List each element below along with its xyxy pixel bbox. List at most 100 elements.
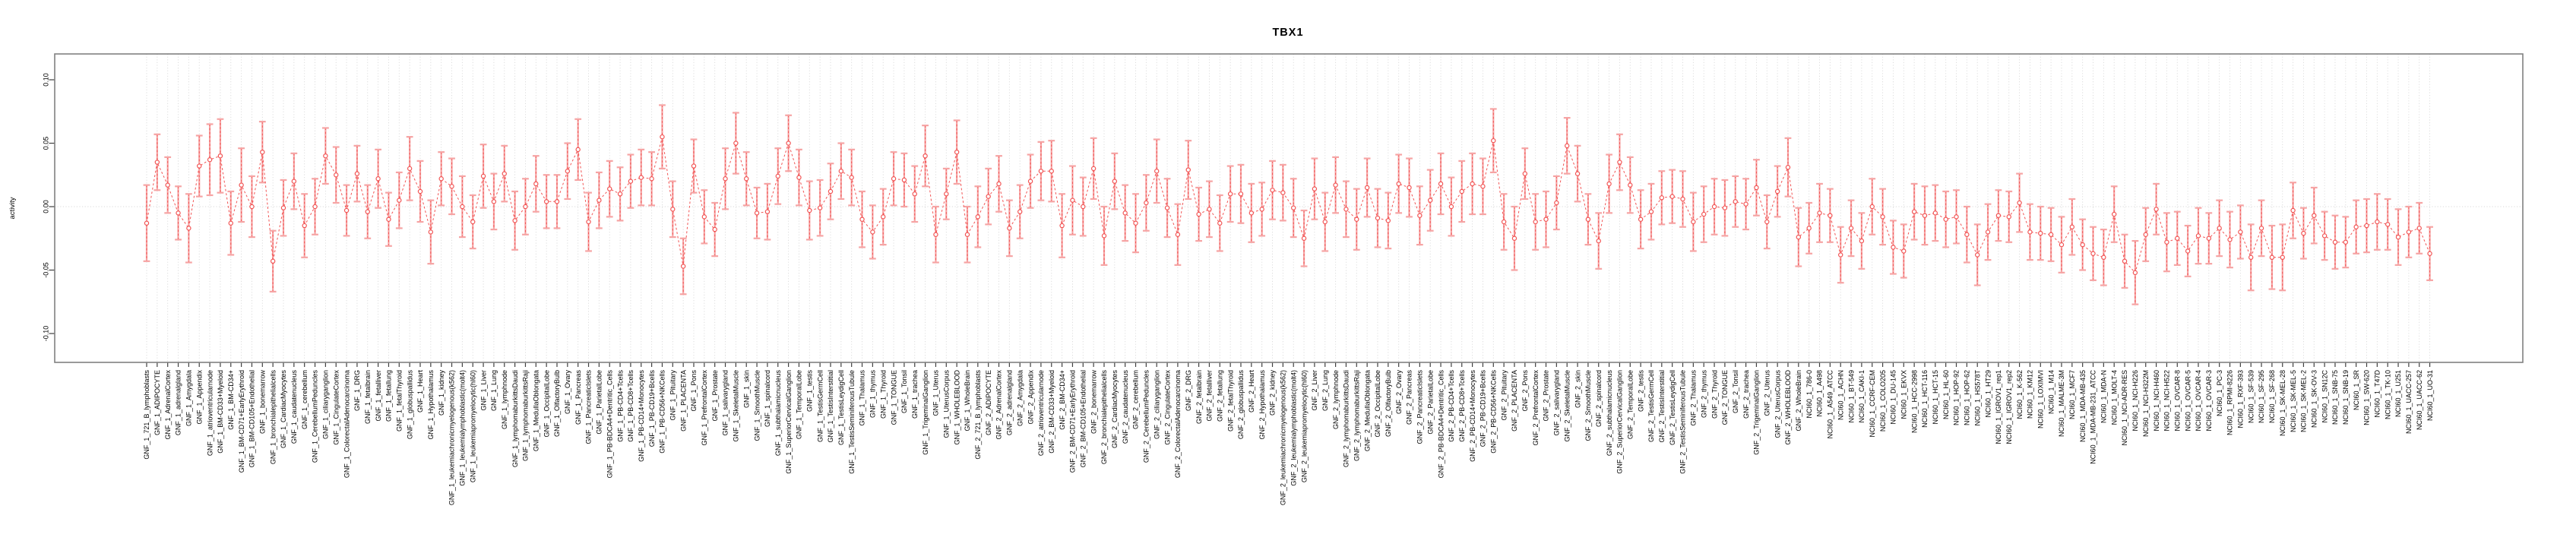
- category-tick-label: GNF_2_PB-BDCA4+Dentritic_Cells: [1437, 370, 1445, 479]
- category-tick-label: GNF_2_MedullaOblongata: [1363, 370, 1371, 451]
- category-tick-label: GNF_1_TestisGermCell: [816, 370, 824, 442]
- data-point: [1322, 219, 1328, 225]
- data-point: [280, 205, 286, 210]
- y-tick-label: 0.00: [43, 200, 50, 213]
- data-point: [1459, 188, 1464, 194]
- data-point: [1743, 201, 1748, 207]
- data-point: [270, 258, 276, 264]
- category-tick-label: GNF_1_Heart: [416, 370, 424, 413]
- category-tick-label: GNF_1_trachea: [911, 370, 919, 419]
- data-point: [933, 232, 938, 237]
- data-point: [2006, 214, 2011, 220]
- data-point: [1617, 160, 1622, 165]
- category-tick-label: NCI60_1_HL-60: [1942, 370, 1950, 419]
- category-tick-label: GNF_1_lymphomaburkittsDaudi: [511, 370, 519, 467]
- data-point: [1164, 205, 1170, 210]
- category-tick-label: GNF_1_ADIPOCYTE: [153, 370, 161, 435]
- data-point: [575, 147, 581, 153]
- data-point: [512, 218, 517, 223]
- data-point: [491, 199, 497, 204]
- category-tick-label: GNF_1_PB-CD8+Tcells: [627, 370, 635, 442]
- category-tick-label: GNF_2_cerebellum: [1132, 370, 1140, 429]
- data-point: [2175, 236, 2180, 241]
- data-point: [870, 229, 875, 235]
- category-tick-label: GNF_2_PancreaticIslets: [1416, 370, 1424, 444]
- data-point: [2269, 255, 2275, 260]
- data-point: [2406, 229, 2412, 235]
- category-tick-label: NCI60_1_NCI-H460: [2153, 370, 2160, 432]
- category-tick-label: GNF_2_PB-CD14+Monocytes: [1469, 370, 1476, 462]
- data-point: [649, 176, 654, 182]
- data-point: [912, 191, 917, 197]
- data-point: [1606, 181, 1612, 187]
- category-tick-label: GNF_2_bronchialepithelialcells: [1100, 370, 1108, 465]
- category-tick-label: NCI60_1_ACHN: [1837, 370, 1844, 420]
- data-point: [449, 184, 454, 189]
- data-point: [1901, 248, 1907, 254]
- data-point: [1438, 181, 1444, 187]
- category-tick-label: NCI60_1_COLO205: [1879, 370, 1887, 432]
- data-point: [1017, 209, 1023, 214]
- data-point: [554, 199, 560, 204]
- category-tick-label: GNF_1_UterusCorpus: [942, 370, 950, 438]
- category-tick-label: GNF_2_721_B_lymphoblasts: [974, 370, 982, 460]
- data-point: [176, 210, 181, 216]
- category-tick-label: GNF_1_BM-CD105+Endothelial: [248, 370, 256, 467]
- data-point: [1101, 233, 1107, 239]
- data-point: [1754, 185, 1759, 191]
- data-point: [1038, 169, 1044, 174]
- category-tick-label: GNF_2_OlfactoryBulb: [1385, 370, 1392, 437]
- data-point: [1574, 171, 1581, 176]
- category-tick-label: GNF_2_TrigeminalGanglion: [1753, 370, 1761, 455]
- category-tick-label: NCI60_1_HS578T: [1973, 370, 1981, 426]
- category-tick-label: GNF_1_Liver: [479, 370, 487, 411]
- category-tick-label: GNF_2_PLACENTA: [1511, 370, 1518, 432]
- data-point: [1470, 181, 1475, 187]
- data-point: [228, 220, 233, 226]
- data-point: [1648, 209, 1654, 214]
- category-tick-label: GNF_2_Lung: [1321, 370, 1329, 411]
- category-tick-label: NCI60_1_UACC-257: [2405, 370, 2413, 434]
- category-tick-label: GNF_2_adrenalgland: [1006, 370, 1014, 435]
- y-axis-label: activity: [8, 197, 17, 219]
- category-tick-label: GNF_1_Thyroid: [879, 370, 887, 419]
- data-point: [354, 171, 360, 176]
- category-tick-label: GNF_1_WholeBrain: [964, 370, 971, 432]
- data-point: [1259, 207, 1264, 212]
- category-tick-label: GNF_2_Pancreas: [1406, 370, 1413, 425]
- data-point: [954, 149, 960, 155]
- data-point: [1943, 217, 1948, 222]
- series-path: [146, 137, 2431, 274]
- data-point: [2427, 251, 2432, 256]
- category-tick-label: GNF_2_TONGUE: [1721, 370, 1729, 425]
- category-tick-label: NCI60_1_SK-MEL-2: [2300, 370, 2308, 432]
- category-tick-label: GNF_1_721_B_lymphoblasts: [143, 370, 150, 460]
- data-point: [460, 204, 465, 210]
- data-point: [807, 207, 812, 213]
- data-point: [1828, 213, 1833, 218]
- data-point: [1785, 165, 1791, 170]
- category-tick-label: GNF_1_TestisInterstitial: [827, 370, 834, 443]
- data-point: [786, 141, 791, 146]
- data-point: [2227, 237, 2233, 242]
- category-tick-label: GNF_2_bonemarrow: [1090, 370, 1097, 435]
- category-tick-label: NCI60_1_T47D: [2374, 370, 2381, 418]
- data-point: [1659, 195, 1665, 201]
- category-tick-label: GNF_2_UterusCorpus: [1774, 370, 1781, 438]
- category-tick-label: GNF_2_SmoothMuscle: [1584, 370, 1592, 441]
- data-point: [1680, 196, 1685, 202]
- category-tick-label: NCI60_1_SK-OV-3: [2310, 370, 2318, 428]
- category-tick-label: NCI60_1_M14: [2047, 370, 2055, 414]
- data-point: [1817, 210, 1822, 216]
- category-tick-label: GNF_1_fetalbrain: [364, 370, 372, 424]
- category-tick-label: GNF_1_Hypothalamus: [427, 370, 435, 440]
- category-tick-label: NCI60_1_A549_ATCC: [1827, 370, 1834, 439]
- data-point: [607, 186, 612, 191]
- data-point: [2164, 239, 2169, 245]
- category-tick-label: GNF_2_Prostate: [1543, 370, 1550, 422]
- data-point: [2195, 233, 2201, 239]
- category-tick-label: GNF_2_OccipitalLobe: [1374, 370, 1381, 438]
- category-tick-label: GNF_1_TrigeminalGanglion: [922, 370, 929, 455]
- category-tick-label: GNF_1_TONGUE: [890, 370, 897, 425]
